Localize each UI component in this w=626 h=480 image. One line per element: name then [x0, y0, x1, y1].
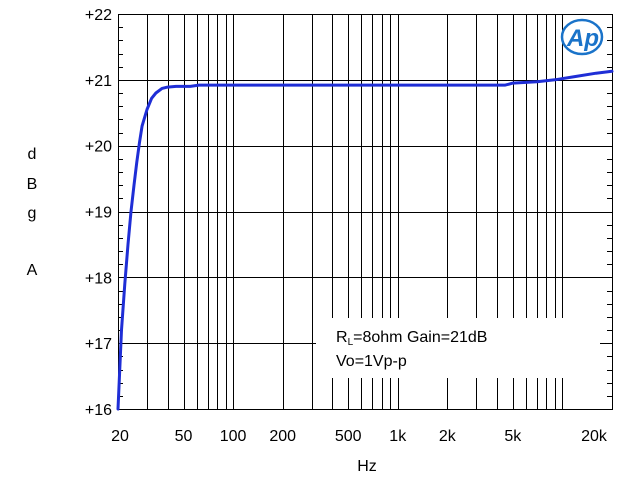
annotation-subscript: L — [347, 337, 354, 348]
annotation-r: R — [336, 329, 348, 346]
x-tick-label: 200 — [269, 428, 296, 445]
x-tick-label: 20 — [111, 428, 129, 445]
y-tick-label: +17 — [85, 336, 112, 353]
x-tick-label: 500 — [335, 428, 362, 445]
x-tick-label: 50 — [175, 428, 193, 445]
x-tick-label: 20k — [581, 428, 608, 445]
y-tick-label: +18 — [85, 270, 112, 287]
x-tick-label: 100 — [220, 428, 247, 445]
y-label-char: A — [26, 262, 38, 279]
y-label-char: d — [27, 146, 37, 163]
x-axis-label: Hz — [357, 458, 377, 475]
annotation-line-2: Vo=1Vp-p — [336, 353, 407, 370]
y-tick-label: +22 — [85, 7, 112, 24]
x-tick-label: 1k — [389, 428, 407, 445]
x-tick-label: 5k — [504, 428, 522, 445]
chart-annotation: RL=8ohm Gain=21dB Vo=1Vp-p — [316, 318, 600, 378]
annotation-line-1: RL=8ohm Gain=21dB — [336, 326, 487, 355]
y-tick-label: +16 — [85, 402, 112, 419]
x-tick-labels: 20 50 100 200 500 1k 2k 5k 20k — [111, 428, 608, 445]
plot-frame — [118, 14, 613, 410]
y-tick-label: +21 — [85, 73, 112, 90]
series-layer — [116, 69, 614, 411]
y-tick-label: +19 — [85, 205, 112, 222]
logo-text: Ap — [566, 25, 599, 52]
annotation-rest: =8ohm Gain=21dB — [353, 329, 488, 346]
ap-logo: Ap — [560, 18, 604, 56]
y-tick-labels: +16 +17 +18 +19 +20 +21 +22 — [85, 7, 112, 419]
x-tick-label: 2k — [439, 428, 457, 445]
y-label-char: B — [26, 176, 38, 193]
y-label-char: g — [27, 205, 37, 222]
series-line — [116, 69, 614, 411]
y-tick-label: +20 — [85, 139, 112, 156]
